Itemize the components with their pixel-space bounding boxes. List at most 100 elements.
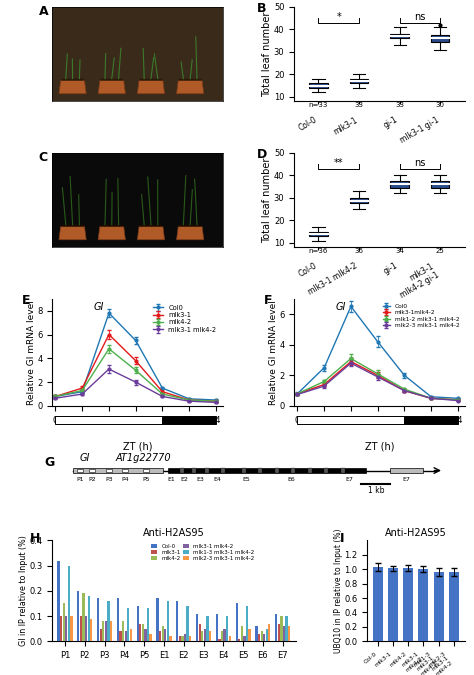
Bar bbox=[258, 634, 260, 641]
Bar bbox=[122, 621, 124, 641]
Bar bbox=[97, 598, 99, 641]
Title: Anti-H2AS95: Anti-H2AS95 bbox=[143, 529, 205, 538]
Bar bbox=[88, 596, 90, 641]
Text: E7: E7 bbox=[345, 477, 353, 483]
Bar bbox=[292, 468, 295, 473]
Text: P2: P2 bbox=[89, 477, 96, 483]
Bar bbox=[255, 626, 258, 641]
Text: P1: P1 bbox=[76, 477, 84, 483]
Bar bbox=[258, 468, 263, 473]
Bar bbox=[205, 468, 209, 473]
Title: Anti-H2AS95: Anti-H2AS95 bbox=[385, 529, 447, 538]
Text: E5: E5 bbox=[242, 477, 250, 483]
Polygon shape bbox=[98, 227, 126, 240]
Bar bbox=[243, 637, 246, 641]
Polygon shape bbox=[100, 78, 124, 80]
Bar bbox=[184, 634, 186, 641]
Bar bbox=[373, 567, 383, 641]
Bar bbox=[283, 626, 285, 641]
Bar bbox=[60, 616, 62, 641]
Text: B: B bbox=[256, 2, 266, 15]
Text: D: D bbox=[256, 148, 267, 161]
Text: C: C bbox=[38, 151, 47, 164]
Text: E4: E4 bbox=[213, 477, 221, 483]
Bar bbox=[125, 631, 127, 641]
Bar bbox=[278, 624, 280, 641]
Bar bbox=[192, 468, 197, 473]
Text: G: G bbox=[44, 456, 54, 469]
Text: E2: E2 bbox=[180, 477, 188, 483]
Bar bbox=[169, 637, 172, 641]
Bar bbox=[182, 637, 183, 641]
Bar bbox=[275, 468, 279, 473]
Bar bbox=[68, 566, 70, 641]
Bar bbox=[403, 568, 413, 641]
Bar bbox=[419, 569, 428, 641]
Bar bbox=[236, 603, 238, 641]
Y-axis label: GI in IP relative to Input (%): GI in IP relative to Input (%) bbox=[19, 535, 28, 646]
Bar bbox=[77, 591, 80, 641]
Polygon shape bbox=[137, 80, 164, 94]
Text: 36: 36 bbox=[355, 248, 364, 254]
Polygon shape bbox=[139, 225, 163, 227]
Bar bbox=[143, 468, 149, 472]
Text: **: ** bbox=[334, 157, 344, 167]
Legend: Col0, mlk3-1mlk4-2, mlk1-2 mlk3-1 mlk4-2, mlk2-3 mlk3-1 mlk4-2: Col0, mlk3-1mlk4-2, mlk1-2 mlk3-1 mlk4-2… bbox=[381, 302, 462, 330]
Text: E7: E7 bbox=[403, 477, 411, 483]
Bar bbox=[241, 626, 243, 641]
Bar bbox=[263, 634, 265, 641]
Bar bbox=[216, 614, 218, 641]
Bar bbox=[163, 416, 216, 424]
Bar bbox=[110, 621, 112, 641]
Polygon shape bbox=[137, 227, 164, 240]
Text: E6: E6 bbox=[287, 477, 295, 483]
Text: I: I bbox=[340, 533, 345, 545]
Bar bbox=[248, 628, 251, 641]
Bar bbox=[159, 631, 161, 641]
Bar bbox=[206, 616, 209, 641]
Bar bbox=[223, 628, 226, 641]
Bar bbox=[127, 608, 129, 641]
Bar bbox=[144, 628, 146, 641]
Bar bbox=[221, 631, 223, 641]
Y-axis label: Total leaf number: Total leaf number bbox=[263, 157, 273, 243]
Polygon shape bbox=[139, 78, 163, 80]
Text: *: * bbox=[337, 11, 341, 22]
Bar bbox=[310, 83, 328, 88]
Text: 30: 30 bbox=[436, 103, 445, 109]
Bar bbox=[102, 621, 104, 641]
Bar bbox=[246, 606, 248, 641]
Bar bbox=[221, 468, 225, 473]
Y-axis label: Relative GI mRNA level: Relative GI mRNA level bbox=[27, 300, 36, 405]
Bar bbox=[431, 35, 449, 42]
Bar bbox=[219, 639, 220, 641]
Text: 1 kb: 1 kb bbox=[368, 486, 384, 495]
Text: P3: P3 bbox=[105, 477, 113, 483]
Bar bbox=[189, 637, 191, 641]
Bar bbox=[288, 626, 290, 641]
Bar bbox=[168, 468, 365, 473]
Bar bbox=[201, 631, 203, 641]
Bar bbox=[85, 616, 87, 641]
X-axis label: ZT (h): ZT (h) bbox=[365, 441, 394, 452]
Polygon shape bbox=[59, 227, 86, 240]
X-axis label: ZT (h): ZT (h) bbox=[123, 441, 152, 452]
Text: n=36: n=36 bbox=[309, 248, 328, 254]
Bar bbox=[238, 639, 240, 641]
Bar bbox=[137, 606, 139, 641]
Bar bbox=[196, 614, 198, 641]
Bar bbox=[180, 468, 184, 473]
Bar bbox=[90, 618, 92, 641]
Bar bbox=[156, 598, 159, 641]
Bar bbox=[167, 601, 169, 641]
Bar bbox=[164, 628, 166, 641]
Polygon shape bbox=[98, 80, 126, 94]
Bar bbox=[55, 416, 163, 424]
Bar bbox=[388, 568, 398, 641]
Bar bbox=[350, 198, 368, 203]
Bar bbox=[77, 468, 83, 472]
Bar bbox=[228, 637, 231, 641]
Bar bbox=[390, 468, 423, 472]
Bar bbox=[105, 621, 107, 641]
Bar bbox=[350, 79, 368, 83]
